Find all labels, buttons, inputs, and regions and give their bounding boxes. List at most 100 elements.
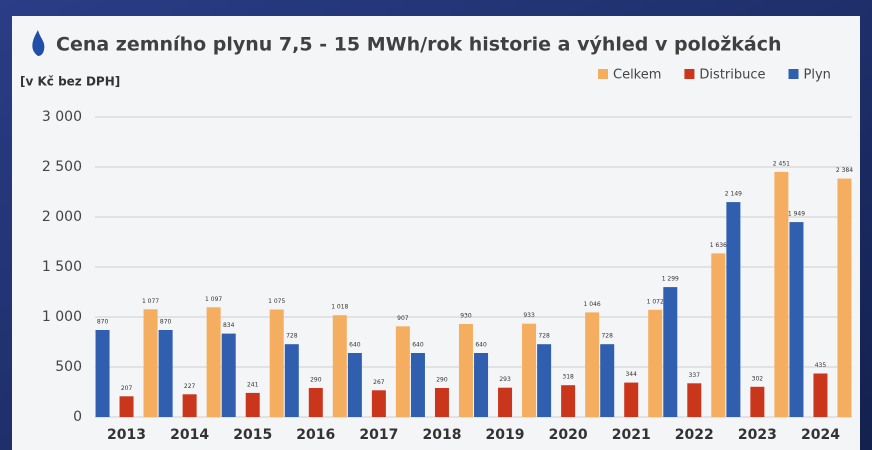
bar	[711, 253, 726, 417]
y-tick-label: 1 000	[42, 309, 82, 325]
bar	[813, 373, 828, 417]
bar	[347, 353, 362, 417]
value-label: 1 072	[647, 298, 664, 305]
x-tick-label: 2020	[549, 427, 588, 443]
value-label: 344	[625, 371, 637, 378]
value-label: 2 149	[725, 191, 742, 198]
value-label: 728	[286, 333, 298, 340]
bar	[624, 382, 639, 417]
value-label: 1 299	[662, 276, 679, 283]
value-label: 267	[373, 379, 385, 386]
value-label: 870	[160, 319, 172, 326]
value-label: 1 077	[142, 298, 159, 305]
value-label: 293	[499, 376, 511, 383]
bar	[332, 315, 347, 417]
value-label: 834	[223, 322, 235, 329]
legend-swatch	[788, 69, 799, 79]
bar	[206, 307, 221, 417]
value-label: 241	[247, 381, 259, 388]
bar	[537, 344, 552, 417]
value-label: 930	[460, 313, 472, 320]
value-label: 640	[412, 342, 424, 349]
y-tick-label: 1 500	[42, 259, 82, 275]
bar	[522, 323, 537, 417]
x-tick-label: 2021	[612, 427, 651, 443]
value-label: 2 451	[773, 160, 790, 167]
bar	[221, 333, 236, 417]
x-tick-label: 2014	[170, 427, 209, 443]
x-tick-label: 2023	[738, 427, 777, 443]
value-label: 1 075	[268, 298, 285, 305]
legend-swatch	[598, 69, 608, 79]
value-label: 933	[523, 312, 535, 319]
x-tick-label: 2013	[107, 427, 146, 443]
value-label: 1 097	[205, 296, 222, 303]
bar	[726, 202, 741, 417]
flame-icon	[32, 30, 45, 56]
value-label: 1 018	[331, 304, 348, 311]
x-tick-label: 2022	[675, 427, 714, 443]
bar	[561, 385, 576, 417]
value-label: 302	[752, 375, 764, 382]
x-tick-label: 2016	[296, 427, 335, 443]
y-tick-label: 500	[55, 359, 82, 375]
bar	[245, 392, 260, 417]
x-tick-label: 2017	[359, 427, 398, 443]
bar	[434, 388, 449, 417]
y-tick-label: 3 000	[42, 109, 82, 125]
x-tick-label: 2024	[801, 427, 840, 443]
y-tick-label: 2 500	[42, 159, 82, 175]
bar	[371, 390, 386, 417]
bar	[158, 330, 173, 417]
legend-label: Plyn	[804, 68, 831, 83]
value-label: 907	[397, 315, 409, 322]
value-label: 1 046	[584, 301, 601, 308]
value-label: 435	[815, 362, 827, 369]
legend-label: Celkem	[613, 68, 661, 83]
bar	[750, 386, 765, 417]
bar	[837, 178, 852, 417]
value-label: 337	[689, 372, 701, 379]
value-label: 870	[97, 319, 109, 326]
value-label: 640	[349, 342, 361, 349]
bar	[182, 394, 197, 417]
bar	[663, 287, 678, 417]
bar	[395, 326, 410, 417]
bar	[119, 396, 134, 417]
x-tick-label: 2018	[422, 427, 461, 443]
bar	[143, 309, 158, 417]
legend-label: Distribuce	[699, 68, 765, 83]
bar	[600, 344, 615, 417]
value-label: 318	[562, 374, 574, 381]
bar	[687, 383, 702, 417]
bar	[648, 309, 663, 417]
value-label: 640	[475, 342, 487, 349]
bar	[774, 171, 789, 417]
value-label: 1 949	[788, 211, 805, 218]
value-label: 728	[538, 333, 550, 340]
y-tick-label: 0	[73, 409, 82, 425]
bar	[284, 344, 299, 417]
bar	[585, 312, 600, 417]
value-label: 290	[436, 377, 448, 384]
y-tick-label: 2 000	[42, 209, 82, 225]
x-tick-label: 2019	[486, 427, 525, 443]
bar	[498, 387, 513, 417]
value-label: 207	[121, 385, 133, 392]
legend-swatch	[684, 69, 695, 79]
y-axis-label: [v Kč bez DPH]	[20, 75, 120, 89]
bar	[308, 388, 323, 417]
value-label: 728	[601, 333, 613, 340]
bar	[458, 324, 473, 417]
x-tick-label: 2015	[233, 427, 272, 443]
value-label: 2 384	[836, 167, 853, 174]
value-label: 1 636	[710, 242, 727, 249]
bar	[789, 222, 804, 417]
value-label: 290	[310, 377, 322, 384]
chart-title: Cena zemního plynu 7,5 - 15 MWh/rok hist…	[56, 34, 782, 56]
bar	[410, 353, 425, 417]
bar	[474, 353, 489, 417]
value-label: 227	[184, 383, 196, 390]
